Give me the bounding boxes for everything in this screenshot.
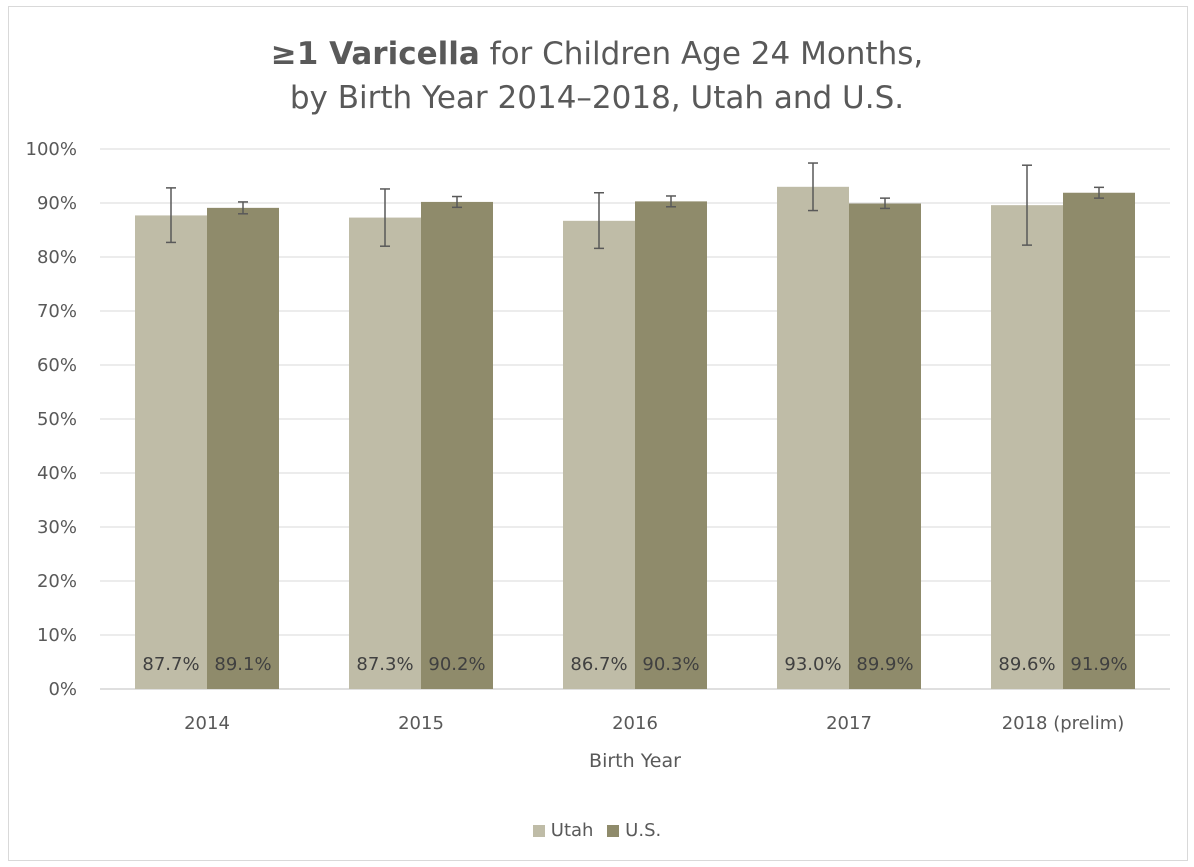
y-tick-label: 20% — [37, 571, 77, 592]
data-label: 90.3% — [642, 654, 699, 675]
y-tick-label: 50% — [37, 409, 77, 430]
legend-label-utah: Utah — [550, 820, 594, 841]
bar-us — [1063, 192, 1135, 690]
legend-swatch-utah — [532, 824, 545, 837]
y-tick-label: 80% — [37, 247, 77, 268]
x-axis-title: Birth Year — [589, 750, 681, 772]
x-tick-label: 2015 — [398, 713, 444, 734]
data-label: 87.3% — [356, 654, 413, 675]
title-line2: by Birth Year 2014–2018, Utah and U.S. — [289, 80, 905, 116]
title-bold: ≥1 Varicella — [270, 36, 480, 72]
y-tick-label: 40% — [37, 463, 77, 484]
legend-item-us: U.S. — [607, 820, 661, 841]
bar-utah — [563, 220, 635, 689]
legend-label-us: U.S. — [625, 820, 662, 841]
data-label: 87.7% — [142, 654, 199, 675]
bar-us — [421, 201, 493, 690]
y-tick-label: 10% — [37, 625, 77, 646]
bar-us — [207, 207, 279, 690]
title-line1-rest: for Children Age 24 Months, — [479, 36, 924, 72]
y-tick-label: 70% — [37, 301, 77, 322]
y-tick-label: 100% — [26, 139, 77, 160]
bar-utah — [777, 186, 849, 690]
y-tick-label: 0% — [48, 679, 77, 700]
data-label: 90.2% — [428, 654, 485, 675]
bar-us — [635, 201, 707, 689]
x-tick-label: 2017 — [826, 713, 872, 734]
bar-us — [849, 203, 921, 690]
y-tick-label: 90% — [37, 193, 77, 214]
bar-utah — [135, 215, 207, 690]
x-tick-label: 2016 — [612, 713, 658, 734]
y-tick-label: 60% — [37, 355, 77, 376]
data-label: 89.6% — [998, 654, 1055, 675]
data-label: 86.7% — [570, 654, 627, 675]
legend-item-utah: Utah — [532, 820, 594, 841]
data-label: 93.0% — [784, 654, 841, 675]
data-label: 89.1% — [214, 654, 271, 675]
y-tick-label: 30% — [37, 517, 77, 538]
data-label: 91.9% — [1070, 654, 1127, 675]
bar-utah — [991, 205, 1063, 689]
legend: Utah U.S. — [0, 820, 1194, 842]
bar-utah — [349, 217, 421, 689]
data-label: 89.9% — [856, 654, 913, 675]
x-tick-label: 2018 (prelim) — [1002, 713, 1125, 734]
x-tick-label: 2014 — [184, 713, 230, 734]
legend-swatch-us — [607, 824, 620, 837]
chart-title: ≥1 Varicella for Children Age 24 Months,… — [0, 32, 1194, 120]
